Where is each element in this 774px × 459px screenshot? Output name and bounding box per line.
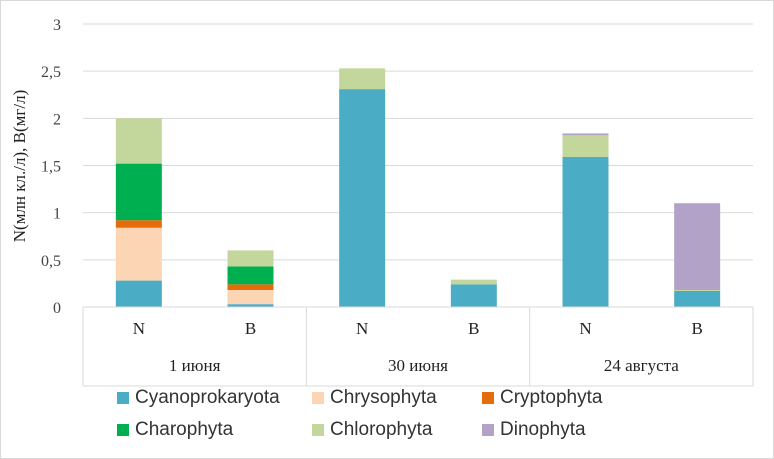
legend-item: Chlorophyta <box>312 419 482 441</box>
legend-label: Charophyta <box>135 419 234 440</box>
bar-segment-cyanoprokaryota <box>115 280 162 307</box>
legend-label: Chlorophyta <box>330 419 433 440</box>
x-tick-label: B <box>468 319 479 338</box>
x-tick-label: N <box>133 319 145 338</box>
legend: Cyanoprokaryota Chrysophyta Cryptophyta Cha… <box>117 387 757 441</box>
bar-segment-dinophyta <box>562 133 609 136</box>
y-tick-label: 1 <box>53 206 61 223</box>
y-tick-label: 0,5 <box>41 253 61 270</box>
group-label: 24 августа <box>604 356 679 375</box>
bar-segment-chlorophyta <box>227 250 274 267</box>
legend-swatch <box>117 392 129 404</box>
group-label: 30 июня <box>388 356 448 375</box>
bar-segment-chlorophyta <box>339 68 386 90</box>
bar-segment-cryptophyta <box>115 220 162 228</box>
legend-item: Dinophyta <box>482 419 682 441</box>
bar-segment-chlorophyta <box>450 279 497 285</box>
bar-segment-charophyta <box>115 163 162 221</box>
bar-segment-chlorophyta <box>674 290 721 291</box>
legend-label: Chrysophyta <box>330 387 437 408</box>
bar-segment-cyanoprokaryota <box>450 284 497 307</box>
y-tick-label: 0 <box>53 300 61 317</box>
legend-item: Cyanoprokaryota <box>117 387 312 409</box>
bar-segment-chlorophyta <box>562 135 609 158</box>
x-tick-label: B <box>245 319 256 338</box>
bar-segment-dinophyta <box>674 203 721 291</box>
bar-segment-chrysophyta <box>227 290 274 305</box>
y-axis-label: N(млн кл./л), B(мг/л) <box>10 90 29 243</box>
legend-label: Dinophyta <box>500 419 586 440</box>
legend-swatch <box>482 392 494 404</box>
x-tick-label: N <box>579 319 591 338</box>
group-label: 1 июня <box>169 356 221 375</box>
legend-swatch <box>312 392 324 404</box>
legend-swatch <box>117 424 129 436</box>
legend-item: Charophyta <box>117 419 312 441</box>
x-tick-label: N <box>356 319 368 338</box>
legend-item: Cryptophyta <box>482 387 682 409</box>
y-tick-label: 2,5 <box>41 64 61 81</box>
bar-segment-cryptophyta <box>227 284 274 291</box>
x-tick-label: B <box>691 319 702 338</box>
legend-swatch <box>482 424 494 436</box>
bar-segment-cyanoprokaryota <box>562 157 609 307</box>
bar-segment-chlorophyta <box>115 118 162 164</box>
legend-label: Cryptophyta <box>500 387 603 408</box>
y-tick-label: 2 <box>53 111 61 128</box>
legend-item: Chrysophyta <box>312 387 482 409</box>
bar-segment-cyanoprokaryota <box>227 304 274 307</box>
bar-segment-charophyta <box>227 266 274 285</box>
bar-segment-cyanoprokaryota <box>339 89 386 307</box>
legend-swatch <box>312 424 324 436</box>
stacked-bar-chart: 0 0,5 1 1,5 2 2,5 3 N(млн кл./л), B(мг/л) N B N B… <box>10 17 754 387</box>
y-tick-label: 3 <box>53 17 61 34</box>
bar-segment-chrysophyta <box>115 227 162 281</box>
legend-label: Cyanoprokaryota <box>135 387 280 408</box>
y-tick-label: 1,5 <box>41 159 61 176</box>
bar-segment-cyanoprokaryota <box>674 290 721 307</box>
